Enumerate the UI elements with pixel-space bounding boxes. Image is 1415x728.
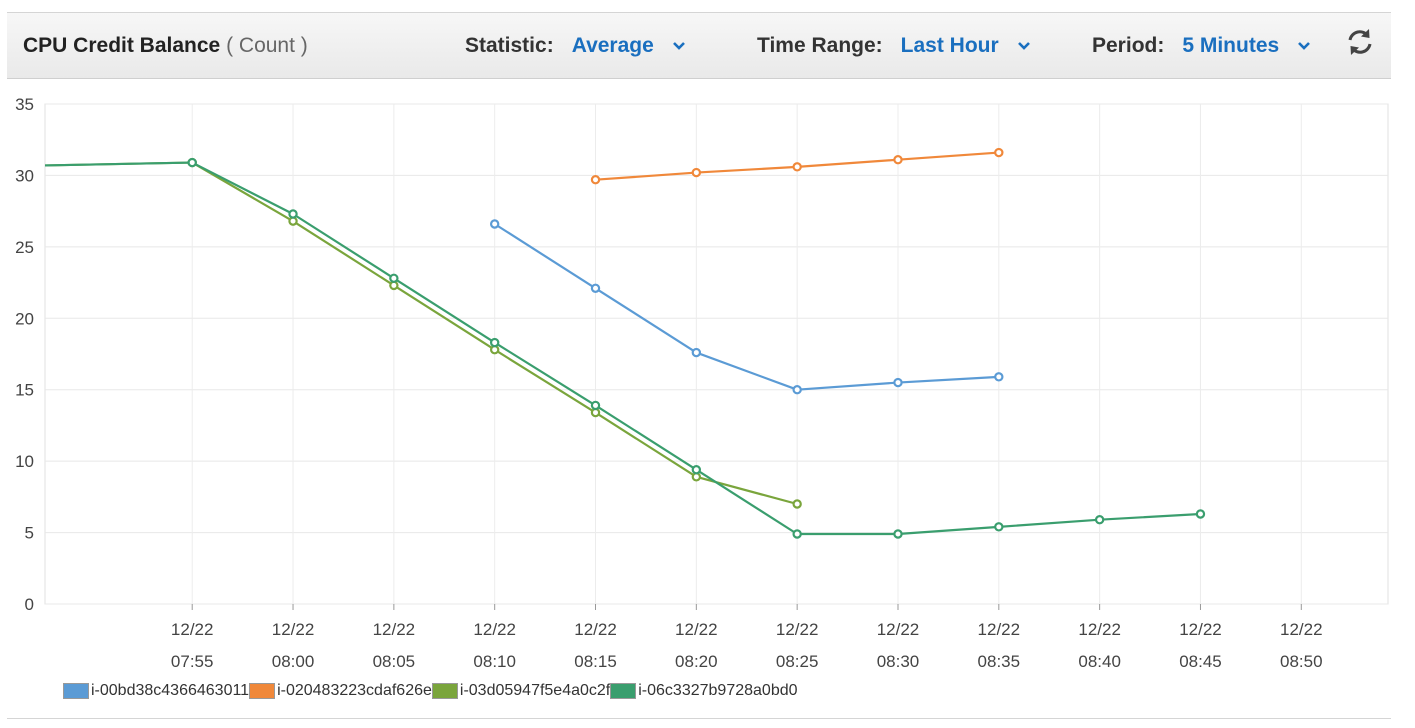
x-tick-time-label: 08:10 [473, 652, 516, 671]
data-point [994, 522, 1004, 532]
y-tick-label: 5 [25, 524, 34, 543]
top-divider [7, 12, 1391, 13]
x-tick-time-label: 07:55 [171, 652, 214, 671]
data-point [489, 337, 500, 348]
y-tick-label: 0 [25, 595, 34, 614]
data-point [691, 167, 702, 178]
x-tick-time-label: 08:35 [978, 652, 1021, 671]
x-tick-date-label: 12/22 [272, 620, 315, 639]
time-range-dropdown[interactable]: Last Hour [900, 34, 999, 57]
x-tick-time-label: 08:30 [877, 652, 920, 671]
x-tick-time-label: 08:40 [1078, 652, 1121, 671]
y-tick-label: 20 [15, 309, 34, 328]
x-tick-date-label: 12/22 [978, 620, 1021, 639]
period-label: Period: [1092, 34, 1165, 57]
x-tick-time-label: 08:50 [1280, 652, 1323, 671]
data-point [691, 465, 702, 475]
data-point [691, 347, 702, 358]
x-tick-date-label: 12/22 [1179, 620, 1222, 639]
legend-label: i-020483223cdaf626e [277, 682, 432, 699]
x-tick-date-label: 12/22 [1078, 620, 1121, 639]
time-range-label: Time Range: [757, 34, 883, 57]
y-tick-label: 10 [15, 452, 34, 471]
bottom-divider [7, 718, 1391, 719]
metric-name: CPU Credit Balance [23, 34, 221, 57]
data-point [893, 377, 903, 388]
legend-swatch [249, 683, 276, 699]
legend-swatch [63, 683, 89, 699]
series-line [494, 223, 999, 391]
x-tick-date-label: 12/22 [373, 620, 416, 639]
metric-unit: ( Count ) [226, 34, 308, 57]
x-tick-date-label: 12/22 [1280, 620, 1323, 639]
metric-title: CPU Credit Balance ( Count ) [23, 34, 308, 58]
chevron-down-icon[interactable] [670, 37, 688, 55]
x-tick-date-label: 12/22 [574, 620, 617, 639]
data-point [893, 155, 903, 165]
statistic-dropdown[interactable]: Average [571, 34, 654, 57]
x-tick-date-label: 12/22 [171, 620, 214, 639]
x-tick-date-label: 12/22 [473, 620, 516, 639]
legend-item[interactable]: i-03d05947f5e4a0c2f [431, 682, 611, 700]
chevron-down-icon[interactable] [1015, 37, 1033, 55]
metric-header: CPU Credit Balance ( Count ) Statistic: … [7, 13, 1391, 79]
data-point [893, 529, 903, 539]
data-point [288, 209, 298, 219]
legend-swatch [610, 683, 637, 699]
data-point [994, 372, 1004, 382]
data-point [590, 283, 601, 293]
data-point [792, 162, 802, 172]
data-point [1094, 515, 1105, 525]
chevron-down-icon[interactable] [1295, 37, 1313, 55]
statistic-label: Statistic: [465, 34, 554, 57]
data-point [994, 147, 1004, 158]
data-point [389, 273, 399, 283]
refresh-icon[interactable] [1343, 25, 1377, 59]
time-range-control: Time Range: Last Hour [757, 34, 1033, 58]
x-tick-time-label: 08:20 [675, 652, 718, 671]
data-point [792, 385, 802, 395]
y-tick-label: 25 [15, 238, 34, 257]
data-point [792, 529, 802, 539]
y-tick-label: 15 [15, 381, 34, 400]
data-point [792, 499, 802, 509]
y-tick-label: 30 [15, 166, 34, 185]
y-tick-label: 35 [15, 95, 34, 114]
legend-item[interactable]: i-00bd38c4366463011 [63, 682, 249, 700]
data-point [1195, 509, 1206, 519]
x-tick-date-label: 12/22 [877, 620, 920, 639]
statistic-control: Statistic: Average [465, 34, 688, 58]
x-tick-time-label: 08:05 [373, 652, 416, 671]
x-tick-date-label: 12/22 [675, 620, 718, 639]
legend-label: i-03d05947f5e4a0c2f [459, 682, 611, 699]
data-point [590, 400, 601, 411]
period-dropdown[interactable]: 5 Minutes [1182, 34, 1280, 57]
x-tick-time-label: 08:15 [574, 652, 617, 671]
legend-label: i-00bd38c4366463011 [91, 682, 250, 699]
data-point [187, 157, 197, 168]
legend-item[interactable]: i-06c3327b9728a0bd0 [610, 682, 798, 700]
x-tick-time-label: 08:00 [272, 652, 315, 671]
x-tick-time-label: 08:25 [776, 652, 819, 671]
legend-swatch [431, 683, 458, 699]
chart-legend: i-00bd38c4366463011 i-020483223cdaf626e i-… [63, 682, 798, 700]
series-line [44, 161, 1201, 536]
legend-item[interactable]: i-020483223cdaf626e [249, 682, 432, 700]
legend-label: i-06c3327b9728a0bd0 [638, 682, 798, 699]
cpu-credit-line-chart: 0 5 10 15 20 25 30 35 12/22 07:55 12/22 08:00 12/22 0… [15, 95, 1389, 671]
plot-area [44, 103, 1389, 605]
x-tick-time-label: 08:45 [1179, 652, 1222, 671]
data-point [590, 175, 601, 185]
x-tick-date-label: 12/22 [776, 620, 819, 639]
data-point [489, 219, 500, 229]
period-control: Period: 5 Minutes [1092, 34, 1313, 58]
